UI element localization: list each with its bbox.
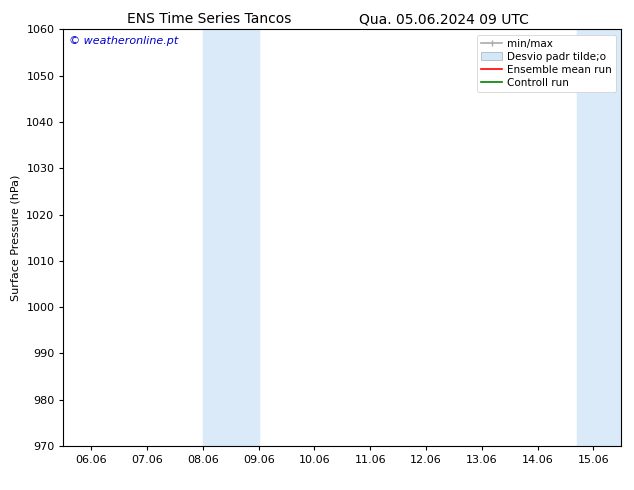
Y-axis label: Surface Pressure (hPa): Surface Pressure (hPa) (11, 174, 21, 301)
Bar (203, 29, 259, 446)
Text: ENS Time Series Tancos: ENS Time Series Tancos (127, 12, 292, 26)
Bar (577, 29, 621, 446)
Text: © weatheronline.pt: © weatheronline.pt (69, 36, 178, 46)
Text: Qua. 05.06.2024 09 UTC: Qua. 05.06.2024 09 UTC (359, 12, 529, 26)
Legend: min/max, Desvio padr tilde;o, Ensemble mean run, Controll run: min/max, Desvio padr tilde;o, Ensemble m… (477, 35, 616, 92)
